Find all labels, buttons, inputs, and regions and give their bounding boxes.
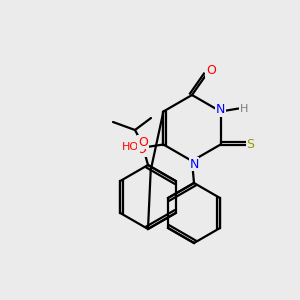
Text: H: H: [239, 103, 248, 113]
Text: HO: HO: [122, 142, 140, 152]
Text: S: S: [247, 138, 255, 151]
Text: H: H: [133, 145, 141, 154]
Text: O: O: [206, 64, 216, 77]
Text: N: N: [216, 103, 225, 116]
Text: O: O: [138, 136, 148, 148]
Text: O: O: [136, 143, 146, 156]
Text: N: N: [189, 158, 199, 170]
